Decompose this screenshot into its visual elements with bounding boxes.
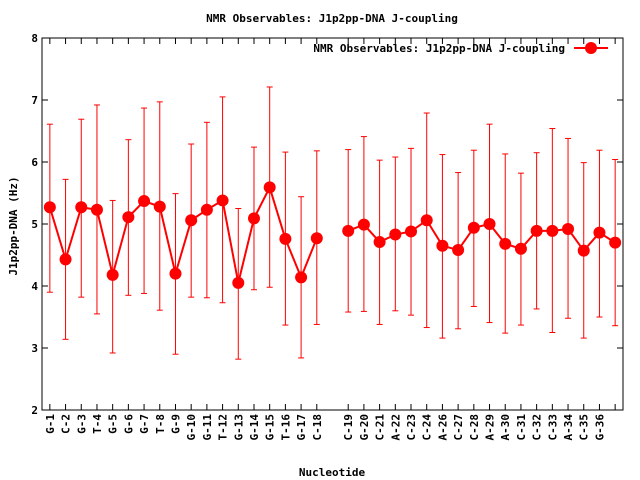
x-tick-label: G-15: [264, 414, 277, 441]
plot-frame: [41, 37, 624, 411]
y-tick-label: 8: [31, 32, 38, 45]
data-point: [185, 214, 198, 227]
data-point: [153, 200, 166, 213]
x-tick-label: A-30: [499, 414, 512, 441]
series-lines: [48, 184, 616, 284]
data-point: [436, 239, 449, 252]
y-tick-label: 7: [31, 94, 38, 107]
legend-marker: [585, 42, 597, 54]
x-tick-label: T-16: [279, 414, 292, 441]
data-point: [483, 218, 496, 230]
data-point: [59, 253, 72, 266]
legend-label: NMR Observables: J1p2pp-DNA J-coupling: [313, 42, 565, 55]
data-point: [232, 276, 245, 289]
x-tick-labels: G-1 C-2 G-3 T-4 G-5 G-6 G-7 T-8 G-9 G-10 G-11 T-12 G…: [44, 414, 607, 441]
data-point: [138, 195, 151, 208]
x-tick-label: C-21: [374, 414, 387, 441]
x-tick-label: C-18: [311, 414, 324, 441]
x-tick-label: G-1: [44, 414, 57, 434]
x-tick-label: T-12: [217, 414, 230, 441]
x-tick-label: T-4: [91, 414, 104, 434]
data-point: [452, 244, 465, 257]
y-tick-label: 2: [31, 404, 38, 417]
data-point: [546, 224, 559, 237]
x-tick-label: C-32: [531, 414, 544, 441]
x-tick-label: C-23: [405, 414, 418, 441]
data-point: [342, 224, 355, 237]
legend: NMR Observables: J1p2pp-DNA J-coupling: [313, 42, 608, 55]
data-point: [75, 201, 88, 214]
data-point: [514, 242, 527, 255]
series-line-segment: [347, 218, 616, 253]
x-tick-label: C-28: [468, 414, 481, 441]
y-tick-marks: [42, 37, 623, 411]
x-tick-label: A-22: [389, 414, 402, 441]
data-point: [247, 212, 260, 225]
x-tick-label: C-24: [421, 414, 434, 441]
x-tick-label: G-14: [248, 414, 261, 441]
data-point: [216, 194, 229, 207]
data-point: [530, 224, 543, 237]
data-points: [43, 181, 622, 289]
x-tick-label: A-34: [562, 414, 575, 441]
x-tick-label: C-35: [578, 414, 591, 441]
x-tick-label: G-17: [295, 414, 308, 441]
data-point: [499, 237, 512, 250]
y-tick-labels: 2 3 4 5 6 7 8: [31, 32, 38, 417]
x-tick-label: A-26: [436, 414, 449, 441]
data-point: [106, 268, 119, 281]
x-tick-label: T-8: [154, 414, 167, 434]
data-point: [577, 244, 590, 257]
data-point: [405, 225, 418, 238]
x-tick-marks: [49, 38, 616, 410]
series-line-segment: [48, 184, 318, 284]
x-tick-label: C-31: [515, 414, 528, 441]
data-point: [609, 236, 622, 249]
y-axis-label: J1p2pp-DNA (Hz): [7, 176, 20, 275]
y-tick-label: 5: [31, 218, 38, 231]
data-point: [43, 201, 56, 214]
data-point: [295, 271, 308, 284]
x-tick-label: A-29: [484, 414, 497, 441]
data-point: [420, 214, 433, 227]
y-tick-label: 6: [31, 156, 38, 169]
x-tick-label: C-19: [342, 414, 355, 441]
x-tick-label: G-3: [75, 414, 88, 434]
data-point: [389, 228, 402, 241]
x-tick-label: G-7: [138, 414, 151, 434]
data-point: [593, 226, 606, 239]
x-tick-label: G-36: [593, 414, 606, 441]
x-tick-label: G-13: [232, 414, 245, 441]
data-point: [90, 203, 103, 216]
data-point: [467, 221, 480, 234]
data-point: [263, 181, 276, 194]
x-tick-label: G-5: [107, 414, 120, 434]
x-tick-label: G-9: [169, 414, 182, 434]
x-tick-label: C-27: [452, 414, 465, 441]
data-point: [122, 211, 135, 224]
x-axis-label: Nucleotide: [299, 466, 366, 479]
x-tick-label: G-20: [358, 414, 371, 441]
y-tick-label: 4: [31, 280, 38, 293]
data-point: [200, 203, 213, 216]
x-tick-label: G-11: [201, 414, 214, 441]
data-point: [562, 222, 575, 235]
data-point: [357, 218, 370, 231]
data-point: [169, 267, 182, 280]
error-bars: [46, 86, 619, 360]
x-tick-label: C-33: [546, 414, 559, 441]
data-point: [279, 232, 292, 245]
chart-title: NMR Observables: J1p2pp-DNA J-coupling: [206, 12, 458, 25]
x-tick-label: G-6: [122, 414, 135, 434]
data-point: [310, 232, 323, 245]
x-tick-label: G-10: [185, 414, 198, 441]
y-tick-label: 3: [31, 342, 38, 355]
data-point: [373, 235, 386, 248]
x-tick-label: C-2: [60, 414, 73, 434]
